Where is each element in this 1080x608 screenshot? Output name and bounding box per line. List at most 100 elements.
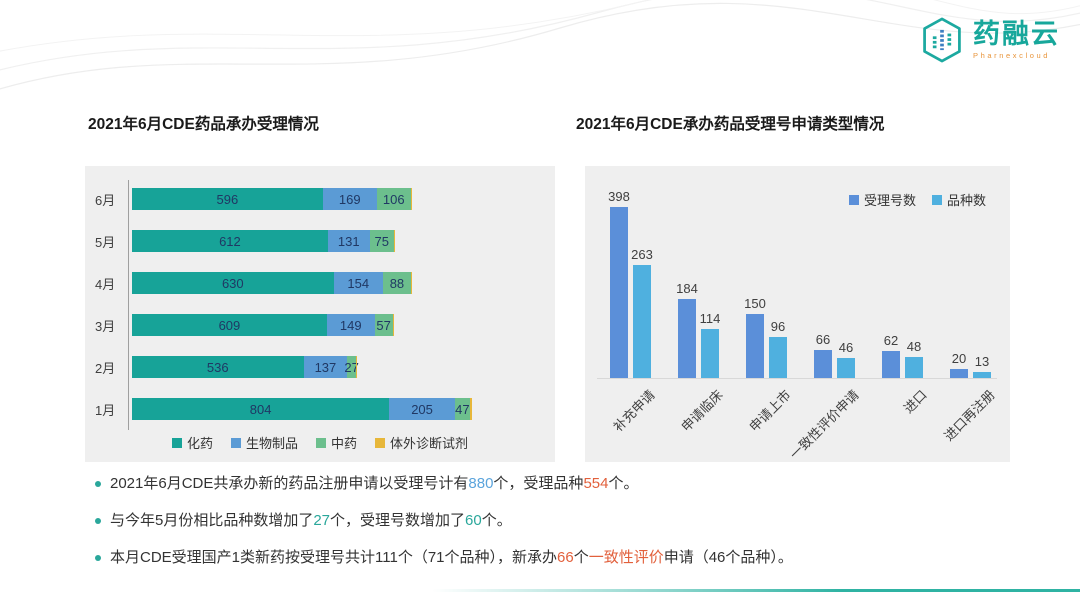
bar-segment xyxy=(392,314,395,336)
bar-value: 46 xyxy=(838,340,854,356)
bullet-text-segment: 27 xyxy=(313,512,331,529)
bar xyxy=(678,298,696,378)
stacked-bar: 804 205 47 xyxy=(132,398,473,420)
bar-row: 2月 536 137 27 xyxy=(91,346,555,388)
bar-value: 205 xyxy=(411,401,433,417)
bar-segment: 596 xyxy=(132,188,323,210)
bullet-text-segment: 个 xyxy=(573,549,589,566)
bar-segment xyxy=(355,356,357,378)
bullet-text-segment: 个，受理品种 xyxy=(493,475,584,492)
bar xyxy=(973,372,991,378)
legend-item: 体外诊断试剂 xyxy=(375,433,468,452)
bar-value: 62 xyxy=(883,333,899,349)
bullets: 2021年6月CDE共承办新的药品注册申请以受理号计有880个，受理品种554个… xyxy=(95,474,1015,585)
bullet-text-segment: 66 xyxy=(557,549,574,566)
bullet-item: 本月CDE受理国产1类新药按受理号共计111个（71个品种），新承办66个一致性… xyxy=(95,548,1015,568)
bar-value: 20 xyxy=(951,351,967,367)
bar-value: 804 xyxy=(249,401,272,417)
bar-value: 75 xyxy=(374,233,389,249)
footer-accent-line xyxy=(0,589,1080,592)
bar-value: 137 xyxy=(314,359,337,375)
bullet-text-segment: 880 xyxy=(468,475,494,492)
category-label: 4月 xyxy=(95,276,116,292)
bullet-text-segment: 个。 xyxy=(481,512,512,529)
category-label: 进口再注册 xyxy=(941,387,998,444)
category-label: 一致性评价申请 xyxy=(786,387,862,463)
bullet-text: 与今年5月份相比品种数增加了27个，受理号数增加了60个。 xyxy=(110,511,512,531)
bar-row: 4月 630 154 88 xyxy=(91,262,555,304)
bar xyxy=(882,351,900,378)
bar xyxy=(950,369,968,378)
bar-segment: 131 xyxy=(327,230,370,252)
bar xyxy=(701,328,719,378)
bar-value: 609 xyxy=(218,317,241,333)
bullet-text-segment: 554 xyxy=(583,475,609,492)
legend-label: 体外诊断试剂 xyxy=(390,436,469,451)
bar-segment: 149 xyxy=(326,314,375,336)
logo-name: 药融云 xyxy=(973,18,1060,49)
bullet-icon xyxy=(95,481,101,487)
legend-item: 受理号数 xyxy=(848,190,916,209)
bar-value: 13 xyxy=(974,354,990,370)
bar-row: 6月 596 169 106 xyxy=(91,178,555,220)
bar-value: 57 xyxy=(376,317,391,333)
right-chart-legend: 受理号数 品种数 xyxy=(848,190,986,209)
bar-value: 612 xyxy=(219,233,241,249)
bar-value: 48 xyxy=(906,339,922,355)
bullet-text-segment: 个。 xyxy=(608,475,639,492)
left-chart-legend: 化药 生物制品 中药 体外诊断试剂 xyxy=(85,433,555,452)
bullet-item: 与今年5月份相比品种数增加了27个，受理号数增加了60个。 xyxy=(95,511,1015,531)
bar-segment xyxy=(410,188,412,210)
bar-segment: 106 xyxy=(376,188,411,210)
bullet-text: 本月CDE受理国产1类新药按受理号共计111个（71个品种），新承办66个一致性… xyxy=(110,548,793,568)
left-chart-rows: 6月 596 169 106 5月 612 131 75 4月 630 154 88 3月 609 149 5… xyxy=(91,178,555,430)
bar-value: 398 xyxy=(608,188,630,204)
logo-text: 药融云 Pharnexcloud xyxy=(973,18,1060,60)
category-label: 5月 xyxy=(95,234,116,250)
bar-segment: 154 xyxy=(333,272,383,294)
bullet-text: 2021年6月CDE共承办新的药品注册申请以受理号计有880个，受理品种554个… xyxy=(110,474,638,494)
legend-item: 生物制品 xyxy=(230,433,298,452)
legend-color-swatch xyxy=(848,194,859,205)
legend-label: 品种数 xyxy=(946,193,986,208)
logo-hexagon-icon xyxy=(923,17,961,63)
left-chart-title: 2021年6月CDE药品承办受理情况 xyxy=(88,116,319,133)
bar-segment xyxy=(393,230,395,252)
bar-value: 66 xyxy=(815,331,831,347)
bullet-text-segment: 申请（46个品种）。 xyxy=(663,549,793,566)
bar xyxy=(905,357,923,378)
right-chart-category-labels: 补充申请 申请临床 申请上市 一致性评价申请 进口 进口再注册 xyxy=(597,379,998,463)
bullet-text-segment: 60 xyxy=(465,512,482,529)
bar-value: 184 xyxy=(676,280,698,296)
right-chart-panel: 受理号数 品种数 398 263 184 114 150 96 66 46 62 48 20 13 补充… xyxy=(585,166,1010,462)
bullet-icon xyxy=(95,555,101,561)
bar xyxy=(837,358,855,378)
bar-segment: 137 xyxy=(303,356,348,378)
bar-segment: 75 xyxy=(369,230,394,252)
bar-value: 106 xyxy=(382,191,405,207)
legend-label: 受理号数 xyxy=(863,193,916,208)
bar-segment: 57 xyxy=(374,314,393,336)
bullet-icon xyxy=(95,518,101,524)
stacked-bar: 609 149 57 xyxy=(132,314,395,336)
bullet-text-segment: 本月CDE受理国产1类新药按受理号共计111个（71个品种），新承办 xyxy=(110,549,557,566)
category-label: 补充申请 xyxy=(610,387,658,435)
bar-value: 114 xyxy=(699,310,721,326)
bar-segment: 88 xyxy=(382,272,412,294)
bar-segment: 804 xyxy=(132,398,390,420)
bullet-text-segment: 一致性评价 xyxy=(588,549,664,566)
legend-color-swatch xyxy=(375,437,386,448)
logo-subtitle: Pharnexcloud xyxy=(973,50,1051,60)
legend-label: 化药 xyxy=(186,436,213,451)
category-label: 6月 xyxy=(95,192,116,208)
bar-value: 154 xyxy=(347,275,370,291)
bar-segment: 169 xyxy=(322,188,377,210)
bullet-item: 2021年6月CDE共承办新的药品注册申请以受理号计有880个，受理品种554个… xyxy=(95,474,1015,494)
bullet-text-segment: 与今年5月份相比品种数增加了 xyxy=(110,512,314,529)
legend-color-swatch xyxy=(230,437,241,448)
right-chart-plot: 398 263 184 114 150 96 66 46 62 48 20 13 xyxy=(597,166,997,379)
category-label: 申请上市 xyxy=(746,387,794,435)
bar xyxy=(746,313,764,378)
bar-value: 630 xyxy=(221,275,244,291)
legend-color-swatch xyxy=(316,437,326,448)
